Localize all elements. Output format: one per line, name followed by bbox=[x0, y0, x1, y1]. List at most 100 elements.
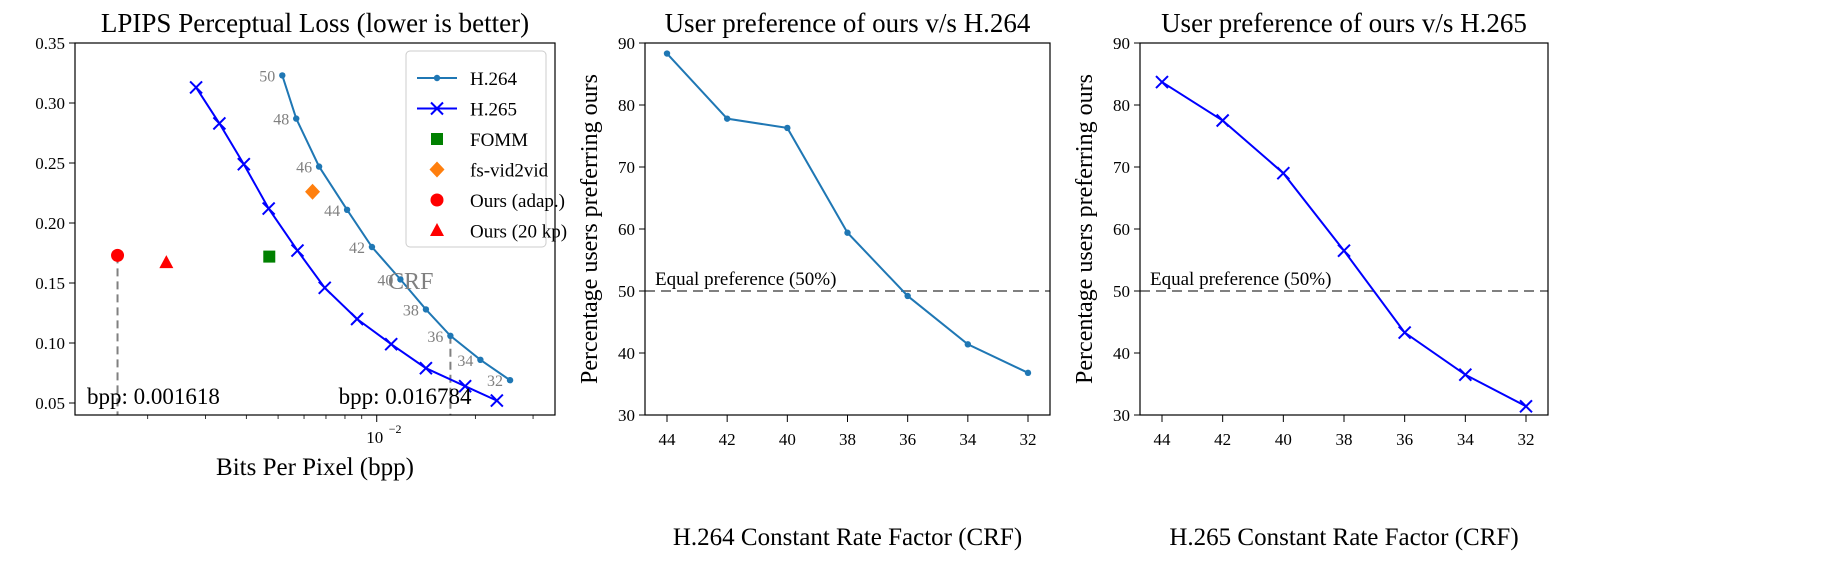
data-point bbox=[1519, 399, 1533, 414]
plot-frame bbox=[1139, 42, 1549, 416]
data-point bbox=[1337, 243, 1351, 258]
legend-marker bbox=[430, 223, 444, 236]
bpp-right-annotation: bpp: 0.016784 bbox=[339, 384, 472, 409]
point-ours-20-kp- bbox=[159, 255, 174, 269]
data-point bbox=[663, 50, 671, 57]
crf-point-label: 34 bbox=[457, 353, 473, 370]
point-h265 bbox=[237, 157, 251, 171]
series-line bbox=[666, 52, 1029, 374]
y-tick-label: 50 bbox=[618, 282, 635, 301]
x-tick-label: 36 bbox=[1396, 430, 1413, 449]
point-h264 bbox=[368, 243, 376, 251]
data-point bbox=[1276, 166, 1291, 180]
x-tick-label: 42 bbox=[719, 430, 736, 449]
point-h264 bbox=[343, 206, 351, 213]
lpips-chart: LPIPS Perceptual Loss (lower is better) B… bbox=[35, 8, 567, 481]
legend-label: H.265 bbox=[470, 100, 517, 121]
x-tick-label: 40 bbox=[1275, 430, 1292, 449]
point-h265 bbox=[384, 337, 398, 351]
y-tick-label: 70 bbox=[1113, 158, 1130, 177]
y-tick-label: 80 bbox=[618, 96, 635, 115]
x-tick-label: 38 bbox=[839, 430, 856, 449]
y-tick-label: 0.15 bbox=[35, 274, 65, 293]
x-tick-label: 10 bbox=[366, 428, 383, 447]
equal-preference-label: Equal preference (50%) bbox=[1150, 269, 1331, 290]
x-tick-exponent: −2 bbox=[389, 422, 402, 436]
data-point bbox=[723, 115, 731, 122]
data-point bbox=[1024, 369, 1032, 377]
crf-annotation: CRF bbox=[388, 269, 433, 295]
x-tick-label: 44 bbox=[659, 430, 677, 449]
data-point bbox=[904, 292, 911, 300]
legend-label: H.264 bbox=[470, 69, 517, 90]
point-ours-adap- bbox=[111, 248, 125, 262]
y-tick-label: 30 bbox=[618, 406, 635, 425]
point-h264 bbox=[477, 356, 484, 363]
data-point bbox=[844, 229, 851, 236]
legend-marker bbox=[430, 193, 444, 207]
data-point bbox=[1458, 367, 1473, 382]
y-tick-label: 80 bbox=[1113, 96, 1130, 115]
chart-title: User preference of ours v/s H.265 bbox=[1161, 8, 1527, 38]
data-point bbox=[1215, 113, 1230, 128]
crf-point-label: 40 bbox=[377, 272, 393, 289]
y-tick-label: 70 bbox=[618, 158, 635, 177]
y-tick-label: 90 bbox=[618, 34, 635, 53]
x-tick-label: 32 bbox=[1020, 430, 1037, 449]
bpp-left-annotation: bpp: 0.001618 bbox=[87, 384, 220, 409]
y-axis-label: Percentage users preferring ours bbox=[1072, 74, 1098, 384]
equal-preference-label: Equal preference (50%) bbox=[655, 269, 836, 290]
crf-point-label: 48 bbox=[273, 112, 289, 129]
y-tick-label: 40 bbox=[1113, 344, 1130, 363]
crf-point-label: 36 bbox=[427, 329, 443, 346]
point-h264 bbox=[422, 306, 430, 313]
point-h265 bbox=[261, 201, 276, 216]
crf-point-label: 32 bbox=[487, 373, 503, 390]
point-h265 bbox=[290, 243, 305, 258]
point-h265 bbox=[350, 312, 364, 326]
y-tick-label: 50 bbox=[1113, 282, 1130, 301]
y-tick-label: 0.05 bbox=[35, 394, 65, 413]
point-h265 bbox=[419, 361, 433, 375]
point-h264 bbox=[293, 115, 300, 122]
legend-label: Ours (adap.) bbox=[470, 191, 565, 212]
point-h264 bbox=[447, 332, 454, 339]
chart-title: LPIPS Perceptual Loss (lower is better) bbox=[101, 8, 529, 38]
data-point bbox=[784, 124, 791, 132]
x-tick-label: 34 bbox=[959, 430, 977, 449]
legend-marker bbox=[430, 101, 444, 116]
legend-label: Ours (20 kp) bbox=[470, 222, 567, 243]
y-tick-label: 60 bbox=[618, 220, 635, 239]
point-h265 bbox=[318, 281, 332, 295]
x-tick-label: 38 bbox=[1336, 430, 1353, 449]
crf-point-label: 44 bbox=[324, 203, 340, 220]
x-axis-label: Bits Per Pixel (bpp) bbox=[216, 454, 414, 481]
plot-frame bbox=[74, 42, 556, 416]
x-tick-label: 36 bbox=[899, 430, 916, 449]
x-axis-label: H.265 Constant Rate Factor (CRF) bbox=[1169, 524, 1518, 551]
y-tick-label: 0.30 bbox=[35, 94, 65, 113]
crf-point-label: 42 bbox=[349, 240, 365, 257]
y-tick-label: 0.25 bbox=[35, 154, 65, 173]
legend-label: FOMM bbox=[470, 130, 528, 151]
y-tick-label: 0.10 bbox=[35, 334, 65, 353]
data-point bbox=[1155, 75, 1169, 89]
y-tick-label: 90 bbox=[1113, 34, 1130, 53]
point-h264 bbox=[397, 276, 404, 283]
plot-frame bbox=[644, 42, 1051, 416]
series-line bbox=[1161, 81, 1527, 408]
chart-title: User preference of ours v/s H.264 bbox=[665, 8, 1031, 38]
legend-marker bbox=[433, 74, 441, 82]
point-h265 bbox=[458, 379, 472, 393]
x-tick-label: 32 bbox=[1518, 430, 1535, 449]
h264-preference-chart: User preference of ours v/s H.264 H.264 C… bbox=[577, 8, 1051, 551]
point-h265 bbox=[212, 116, 227, 131]
point-h264 bbox=[506, 377, 514, 384]
point-h264 bbox=[279, 72, 286, 79]
data-point bbox=[1397, 325, 1412, 340]
y-tick-label: 30 bbox=[1113, 406, 1130, 425]
crf-point-label: 46 bbox=[296, 160, 312, 177]
legend-marker bbox=[429, 161, 445, 178]
y-tick-label: 40 bbox=[618, 344, 635, 363]
